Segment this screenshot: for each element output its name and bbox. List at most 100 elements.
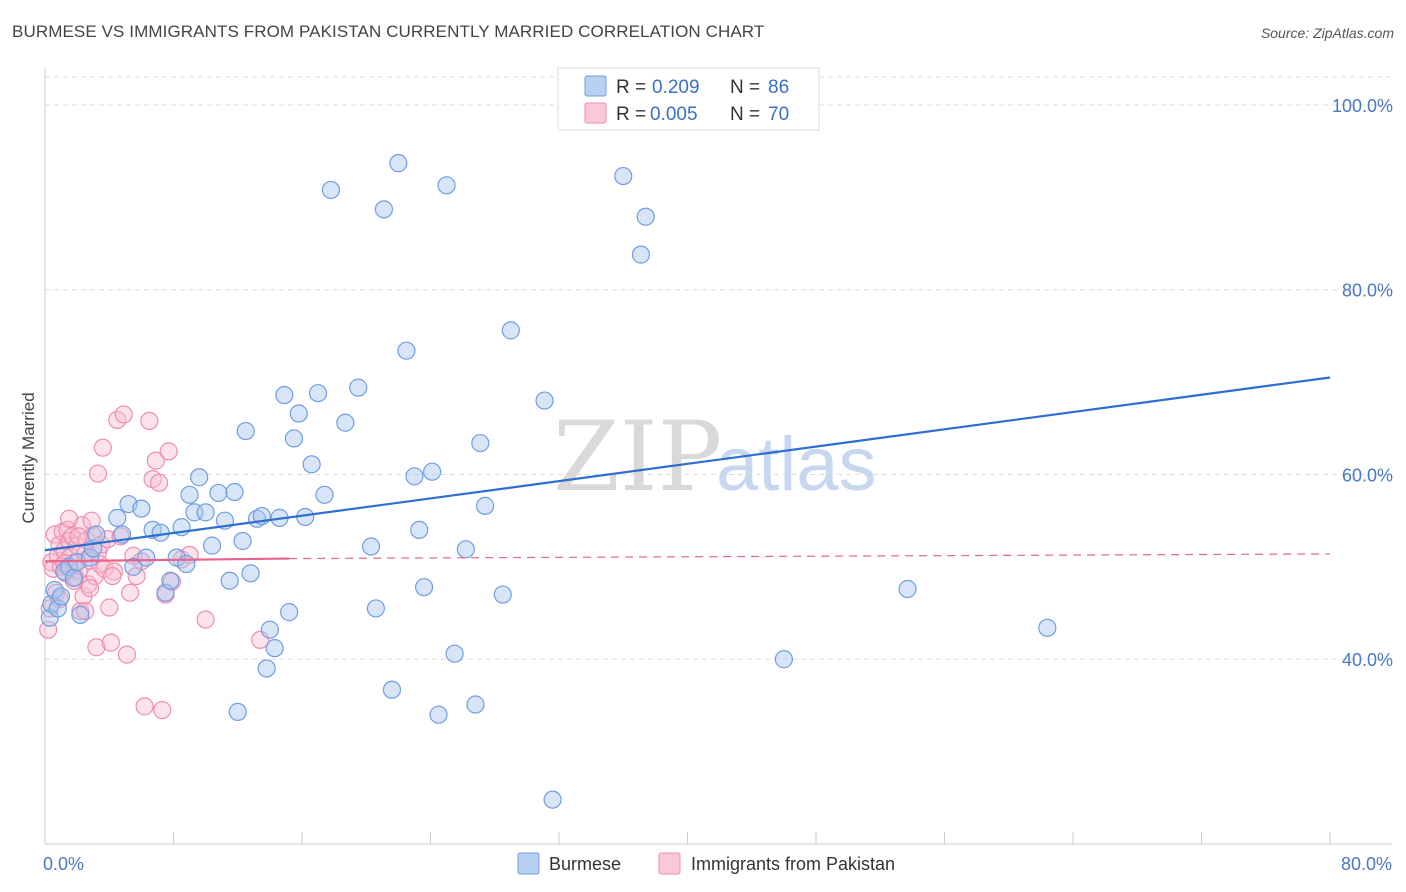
y-tick-label: 80.0%	[1342, 281, 1393, 301]
burmese-point	[397, 341, 416, 360]
pakistan-point	[196, 610, 215, 629]
pakistan-point	[146, 451, 165, 470]
pakistan-point	[114, 405, 133, 424]
burmese-point	[284, 429, 304, 448]
burmese-point	[636, 207, 655, 226]
burmese-point	[64, 568, 84, 588]
burmese-point	[275, 385, 294, 405]
pakistan-trend-extension	[289, 553, 1331, 560]
burmese-point	[260, 620, 279, 639]
y-tick-label: 100.0%	[1332, 96, 1393, 116]
burmese-point	[180, 485, 199, 504]
legend-n-value-burmese: 86	[768, 77, 789, 98]
x-ticks	[44, 832, 1331, 844]
burmese-point	[51, 587, 71, 606]
pakistan-point	[103, 566, 122, 586]
burmese-point	[361, 537, 381, 556]
burmese-point	[535, 391, 554, 410]
burmese-point	[45, 580, 64, 600]
legend-n-value-pakistan: 70	[768, 104, 789, 125]
burmese-point	[405, 467, 424, 486]
chart-title: BURMESE VS IMMIGRANTS FROM PAKISTAN CURR…	[12, 22, 765, 41]
burmese-point	[349, 378, 368, 397]
burmese-point	[410, 520, 429, 540]
bottom-legend-label-burmese: Burmese	[549, 854, 621, 874]
burmese-point	[336, 413, 355, 432]
burmese-point	[429, 705, 448, 724]
burmese-point	[196, 503, 215, 522]
burmese-point	[543, 790, 562, 809]
burmese-point	[265, 639, 284, 658]
burmese-point	[382, 680, 402, 699]
burmese-point	[108, 508, 127, 527]
watermark-atlas: atlas	[716, 422, 877, 507]
burmese-point	[493, 585, 512, 604]
burmese-point	[423, 462, 442, 481]
burmese-point	[71, 605, 90, 624]
pakistan-point	[85, 566, 104, 586]
legend-swatch-burmese	[584, 75, 607, 97]
legend-r-value-pakistan: 0.005	[650, 104, 698, 125]
burmese-point	[190, 468, 209, 487]
burmese-point	[476, 496, 495, 515]
watermark: ZIP atlas	[553, 401, 877, 513]
burmese-point	[257, 659, 276, 678]
burmese-point	[631, 245, 651, 264]
legend-r-value-burmese: 0.209	[652, 77, 700, 98]
burmese-point	[137, 548, 156, 567]
pakistan-point	[135, 697, 154, 716]
burmese-point	[315, 485, 334, 504]
burmese-point	[233, 531, 252, 551]
x-tick-label-min: 0.0%	[43, 854, 84, 874]
y-axis-title: Currently Married	[19, 392, 38, 523]
burmese-point	[87, 525, 106, 544]
bottom-legend-swatch-pakistan	[658, 852, 681, 875]
legend-swatch-pakistan	[584, 102, 607, 124]
pakistan-point	[149, 473, 169, 492]
burmese-point	[1038, 618, 1057, 637]
legend-r-label-pakistan: R =	[616, 104, 646, 125]
burmese-point	[302, 455, 321, 474]
legend: R = 0.209 N = 86 R = 0.005 N = 70	[557, 67, 820, 131]
burmese-point	[228, 702, 247, 721]
pakistan-point	[159, 442, 178, 461]
burmese-points	[40, 154, 1057, 809]
burmese-point	[374, 200, 394, 219]
pakistan-point	[162, 572, 181, 591]
burmese-point	[437, 176, 456, 195]
axes	[44, 68, 1392, 845]
burmese-point	[898, 579, 917, 599]
burmese-point	[241, 564, 260, 583]
burmese-point	[471, 433, 490, 453]
burmese-point	[280, 603, 299, 622]
burmese-point	[321, 180, 341, 200]
burmese-point	[774, 650, 793, 669]
burmese-point	[308, 384, 328, 403]
bottom-legend-label-pakistan: Immigrants from Pakistan	[691, 854, 895, 874]
pakistan-point	[93, 438, 112, 457]
pakistan-point	[117, 645, 137, 664]
burmese-point	[366, 599, 385, 618]
pakistan-point	[69, 527, 88, 546]
burmese-point	[156, 583, 175, 602]
trend-lines	[44, 376, 1331, 563]
y-tick-label: 60.0%	[1342, 465, 1393, 485]
pakistan-point	[100, 598, 119, 617]
burmese-point	[202, 536, 222, 555]
burmese-point	[501, 321, 520, 340]
bottom-legend: Burmese Immigrants from Pakistan	[517, 852, 895, 875]
burmese-point	[220, 571, 239, 590]
pakistan-point	[140, 411, 159, 430]
burmese-point	[132, 499, 151, 518]
pakistan-point	[121, 583, 140, 602]
pakistan-point	[82, 511, 101, 530]
pakistan-point	[59, 509, 79, 528]
watermark-zip: ZIP	[553, 401, 722, 513]
burmese-point	[151, 523, 170, 542]
burmese-point	[124, 557, 143, 576]
y-tick-label: 40.0%	[1342, 650, 1393, 670]
burmese-point	[177, 554, 196, 574]
pakistan-point	[88, 464, 108, 483]
source-label: Source: ZipAtlas.com	[1260, 25, 1394, 41]
pakistan-trend-line	[44, 557, 290, 563]
